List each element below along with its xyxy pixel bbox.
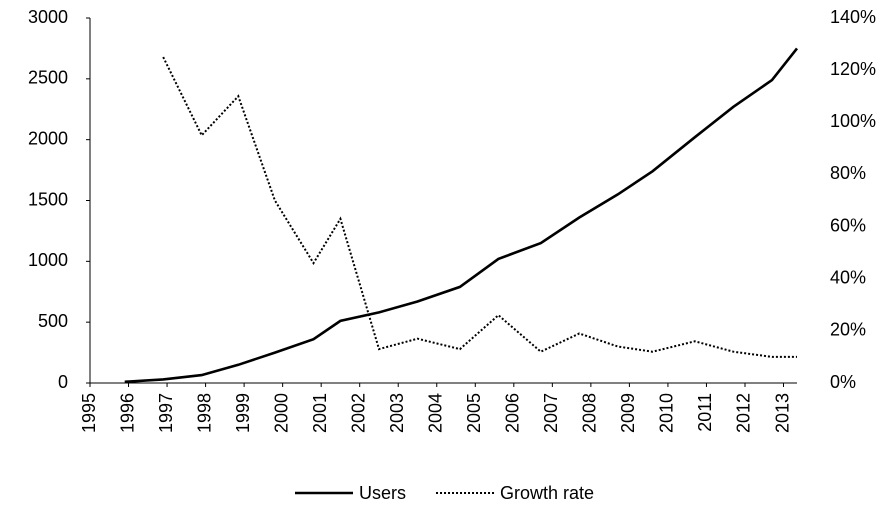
y-tick-label: 1000 [28,250,68,270]
y2-tick-label: 140% [830,7,876,27]
series-line [124,47,799,384]
x-tick-label: 2012 [734,393,754,433]
x-tick-label: 2006 [503,393,523,433]
x-tick-label: 2009 [618,393,638,433]
x-tick-label: 2002 [348,393,368,433]
y-tick-label: 500 [38,311,68,331]
series-line [162,56,797,358]
y-tick-label: 1500 [28,189,68,209]
y2-tick-label: 40% [830,267,866,287]
y2-tick-label: 120% [830,59,876,79]
y2-tick-label: 20% [830,320,866,340]
x-tick-label: 1999 [233,393,253,433]
x-tick-label: 2013 [772,393,792,433]
y-tick-label: 2000 [28,128,68,148]
x-tick-label: 1998 [194,393,214,433]
x-tick-label: 2004 [426,393,446,433]
x-tick-label: 2003 [387,393,407,433]
x-tick-label: 2008 [580,393,600,433]
y-tick-label: 2500 [28,68,68,88]
x-tick-label: 2000 [271,393,291,433]
x-tick-label: 2010 [657,393,677,433]
y2-tick-label: 80% [830,163,866,183]
x-tick-label: 1996 [117,393,137,433]
x-tick-label: 2007 [541,393,561,433]
y2-tick-label: 0% [830,372,856,392]
x-tick-label: 2011 [695,393,715,432]
x-tick-label: 2005 [464,393,484,433]
x-tick-label: 2001 [310,393,330,433]
x-tick-label: 1997 [156,393,176,433]
y-tick-label: 3000 [28,7,68,27]
x-tick-label: 1995 [79,393,99,433]
legend-label: Growth rate [500,483,594,503]
legend-label: Users [359,483,406,503]
y-tick-label: 0 [58,372,68,392]
y2-tick-label: 100% [830,111,876,131]
y2-tick-label: 60% [830,215,866,235]
